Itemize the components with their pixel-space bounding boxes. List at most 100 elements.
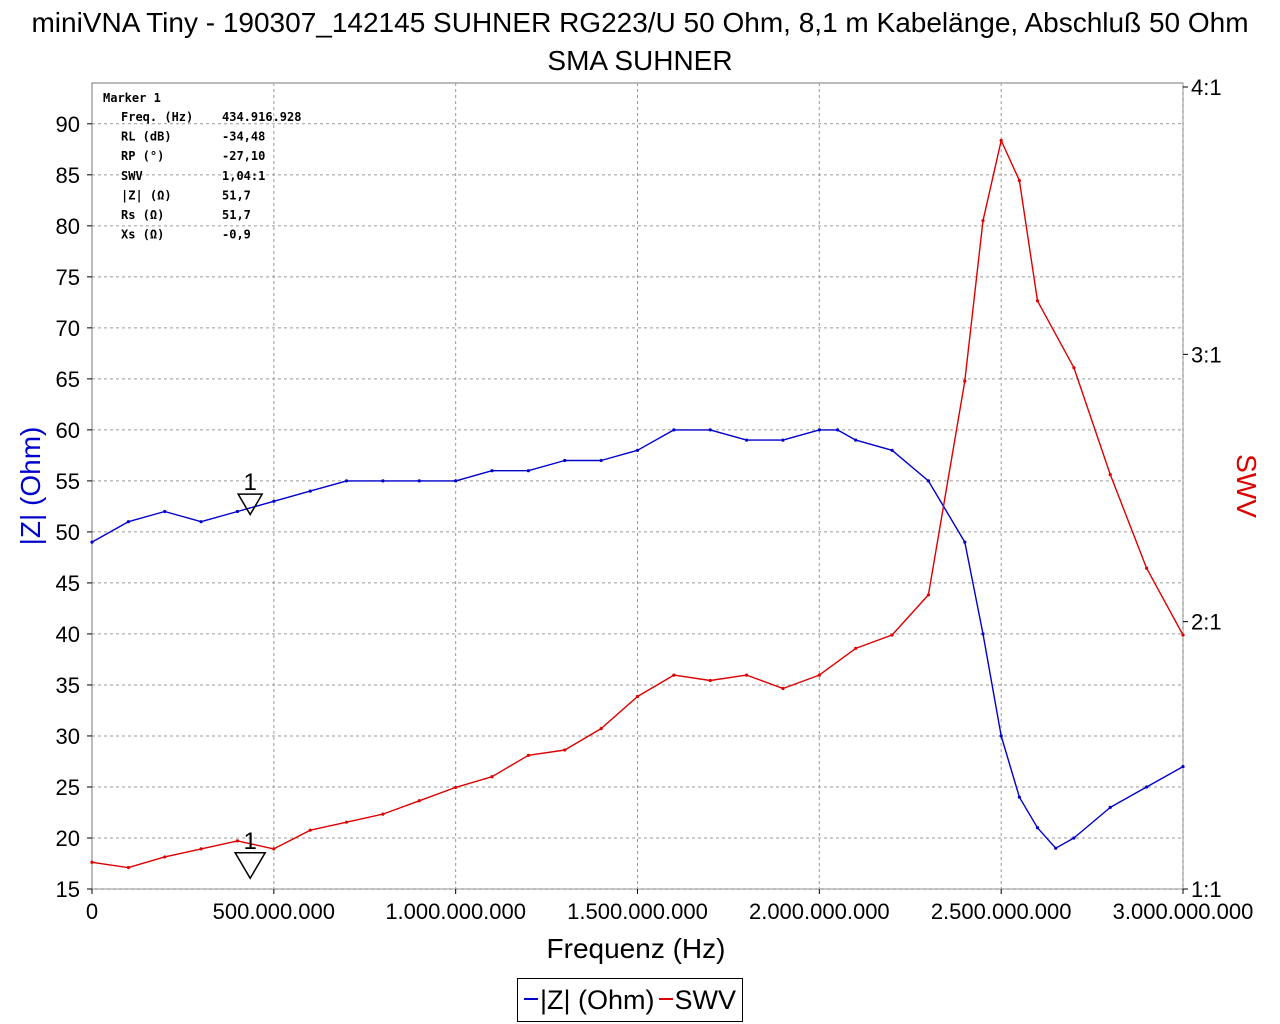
- y-tick-label-left: 70: [56, 316, 80, 341]
- series-point-z: [1145, 785, 1149, 789]
- series-point-z: [817, 428, 821, 432]
- series-point-z: [308, 489, 312, 493]
- series-point-swv: [745, 673, 749, 677]
- marker-flags: 11: [233, 469, 267, 880]
- series-point-z: [1108, 805, 1112, 809]
- series-point-z: [163, 509, 167, 514]
- marker-row-label: Xs (Ω): [121, 228, 164, 242]
- marker-name: Marker 1: [103, 91, 161, 105]
- y-tick-label-left: 50: [56, 520, 80, 545]
- series-point-swv: [963, 379, 967, 383]
- series-point-swv: [272, 847, 276, 851]
- series-point-z: [854, 438, 858, 442]
- series-point-z: [781, 438, 785, 442]
- y-tick-label-right: 2:1: [1191, 610, 1222, 635]
- series-point-swv: [999, 138, 1003, 143]
- x-tick-label: 2.500.000.000: [931, 899, 1072, 924]
- series-point-swv: [708, 678, 712, 683]
- series-point-swv: [126, 866, 130, 870]
- series-point-swv: [308, 828, 312, 832]
- series-point-swv: [1017, 178, 1021, 183]
- y-tick-label-left: 40: [56, 622, 80, 647]
- x-tick-label: 500.000.000: [213, 899, 335, 924]
- series-point-swv: [381, 812, 385, 816]
- legend-swatch-z: [524, 998, 538, 1000]
- series-point-z: [672, 428, 676, 432]
- legend: |Z| (Ohm) SWV: [517, 978, 744, 1022]
- series-point-swv: [526, 753, 531, 757]
- series-point-z: [981, 632, 985, 636]
- series-point-z: [1054, 846, 1058, 850]
- x-tick-label: 1.000.000.000: [385, 899, 526, 924]
- series-point-z: [1017, 795, 1021, 799]
- grid: [92, 83, 1184, 890]
- y-axis-label-left: |Z| (Ohm): [15, 427, 46, 546]
- series-point-swv: [90, 860, 94, 864]
- marker-row-label: |Z| (Ω): [121, 188, 172, 202]
- series-point-swv: [981, 219, 985, 223]
- marker-row-label: Rs (Ω): [121, 208, 164, 222]
- series-point-z: [199, 520, 203, 524]
- y-tick-label-right: 1:1: [1191, 877, 1222, 902]
- series-point-swv: [454, 785, 458, 790]
- series-point-swv: [817, 673, 821, 677]
- series-point-z: [926, 479, 931, 483]
- series-point-swv: [199, 847, 203, 851]
- marker-row-value: -27,10: [222, 149, 265, 163]
- marker-row-value: -34,48: [222, 130, 265, 144]
- x-tick-label: 1.500.000.000: [567, 899, 708, 924]
- series-point-z: [999, 734, 1003, 738]
- y-tick-label-left: 25: [56, 775, 80, 800]
- series-point-swv: [235, 839, 240, 843]
- y-tick-label-left: 75: [56, 265, 80, 290]
- series-point-swv: [563, 748, 567, 752]
- legend-swatch-swv: [658, 998, 673, 1000]
- y-tick-label-right: 4:1: [1191, 75, 1222, 100]
- marker-row-label: RL (dB): [121, 130, 172, 144]
- y-tick-label-left: 45: [56, 571, 80, 596]
- legend-label-z: |Z| (Ohm): [540, 984, 655, 1015]
- series-point-z: [1035, 826, 1040, 830]
- series-point-z: [490, 469, 494, 473]
- y-tick-label-left: 55: [56, 469, 80, 494]
- x-tick-label: 0: [86, 899, 98, 924]
- x-tick-label: 3.000.000.000: [1113, 899, 1254, 924]
- series-point-z: [963, 540, 967, 544]
- legend-label-swv: SWV: [674, 984, 737, 1015]
- marker-row-value: 1,04:1: [222, 169, 265, 183]
- series-point-z: [126, 520, 130, 524]
- chart-canvas: 15 20 25 30 35 40 45 50 55 60 65 70 75 80 85 90 1:1 2:1 3…: [15, 75, 1262, 964]
- marker-triangle-z: [236, 493, 264, 517]
- series-point-swv: [781, 686, 785, 691]
- marker-row-value: 51,7: [222, 208, 251, 222]
- series-point-swv: [1181, 633, 1185, 637]
- y-ticks-right: 1:1 2:1 3:1 4:1: [1183, 75, 1222, 902]
- series-point-z: [235, 509, 240, 514]
- y-tick-label-right: 3:1: [1191, 342, 1222, 367]
- series-point-swv: [635, 694, 640, 699]
- series-point-swv: [344, 820, 349, 824]
- legend-item-swv: SWV: [658, 984, 737, 1016]
- series-point-swv: [926, 593, 931, 597]
- series-point-swv: [599, 727, 603, 731]
- series-point-swv: [1035, 299, 1040, 303]
- x-axis-label: Frequenz (Hz): [547, 933, 726, 964]
- y-tick-label-left: 60: [56, 418, 80, 443]
- marker-row-label: Freq. (Hz): [121, 110, 193, 124]
- series-point-z: [344, 479, 349, 483]
- y-tick-label-left: 85: [56, 163, 80, 188]
- marker-row-label: RP (°): [121, 149, 164, 163]
- series-layer: [90, 138, 1185, 870]
- y-axis-label-right: SWV: [1231, 454, 1262, 518]
- series-point-z: [454, 479, 458, 483]
- series-point-swv: [1108, 473, 1112, 477]
- y-tick-label-left: 20: [56, 826, 80, 851]
- series-point-swv: [490, 775, 494, 779]
- marker-row-value: -0,9: [222, 228, 251, 242]
- series-point-z: [90, 540, 94, 544]
- series-point-z: [890, 448, 894, 452]
- marker-triangle-swv: [233, 852, 267, 880]
- series-point-z: [417, 479, 421, 483]
- marker-row-value: 51,7: [222, 188, 251, 202]
- series-point-z: [526, 469, 531, 473]
